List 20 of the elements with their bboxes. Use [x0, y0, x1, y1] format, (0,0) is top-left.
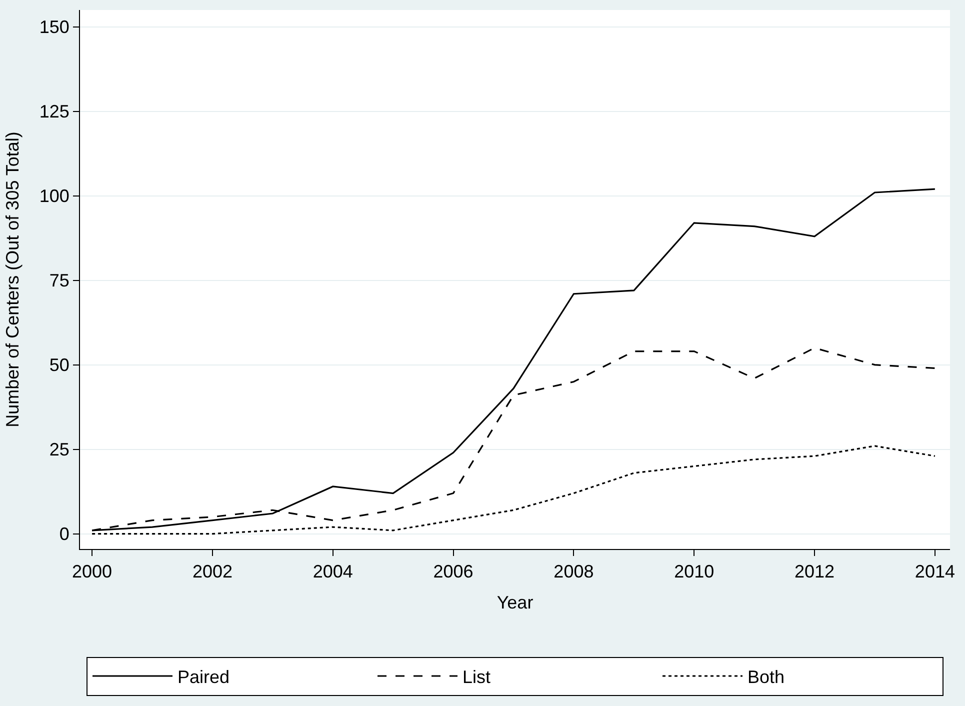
x-tick-label: 2010 [674, 562, 714, 582]
y-tick-label: 75 [49, 270, 70, 291]
x-axis-title: Year [496, 592, 534, 613]
x-tick-label: 2000 [72, 562, 112, 582]
x-tick-label: 2014 [914, 562, 955, 582]
x-tick-label: 2012 [794, 562, 835, 582]
legend-label: List [462, 667, 491, 688]
x-tick-label: 2008 [554, 562, 594, 582]
legend-label: Paired [178, 667, 230, 688]
y-tick-label: 150 [39, 17, 70, 38]
y-tick-label: 25 [49, 440, 70, 460]
x-tick-label: 2004 [312, 562, 353, 582]
y-axis-title: Number of Centers (Out of 305 Total) [2, 132, 23, 428]
legend-label: Both [748, 667, 785, 688]
y-tick-label: 0 [59, 524, 70, 544]
y-tick-label: 100 [39, 186, 70, 206]
y-tick-label: 125 [39, 102, 70, 122]
y-tick-label: 50 [49, 355, 70, 376]
x-tick-label: 2002 [192, 562, 232, 582]
x-tick-label: 2006 [433, 562, 474, 582]
